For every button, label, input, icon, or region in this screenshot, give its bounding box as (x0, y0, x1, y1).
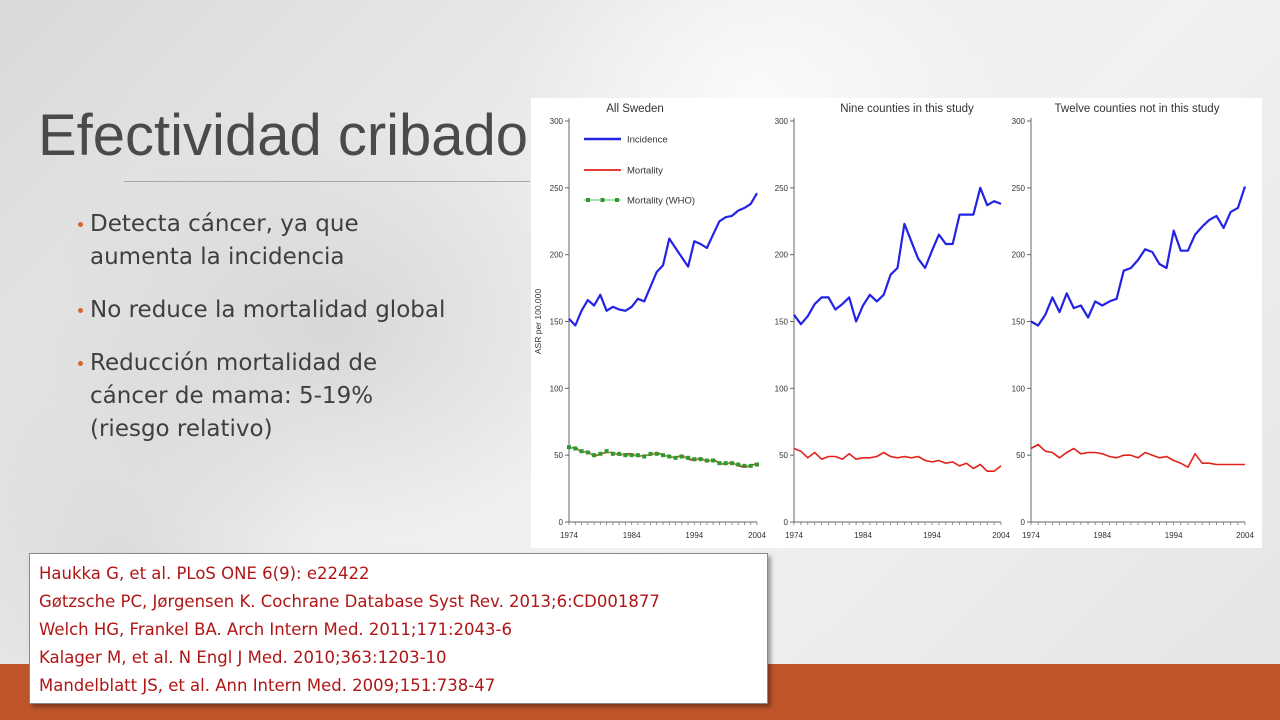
data-point-mortality-who (604, 449, 609, 454)
data-point-mortality-who (592, 453, 597, 458)
chart-title: Nine counties in this study (840, 103, 974, 115)
slide-title: Efectividad cribado (38, 103, 529, 168)
reference-item: Gøtzsche PC, Jørgensen K. Cochrane Datab… (39, 592, 660, 611)
series-line-incidence (793, 186, 1002, 326)
y-tick-label: 0 (1021, 518, 1026, 527)
x-tick-label: 1984 (1093, 531, 1111, 540)
y-tick-label: 300 (1012, 117, 1026, 126)
x-tick-label: 1984 (623, 531, 641, 540)
data-point-mortality-who (692, 457, 697, 462)
reference-item: Haukka G, et al. PLoS ONE 6(9): e22422 (39, 564, 370, 583)
title-divider (124, 181, 530, 182)
data-point-mortality-who (729, 461, 734, 466)
x-tick-label: 2004 (992, 531, 1010, 540)
data-point-mortality-who (736, 462, 741, 467)
y-tick-label: 50 (1016, 451, 1025, 460)
legend-marker-mortality-who (600, 198, 605, 202)
y-tick-label: 50 (779, 451, 788, 460)
chart-title: All Sweden (606, 103, 664, 115)
data-point-mortality-who (642, 454, 647, 459)
x-tick-label: 1974 (560, 531, 578, 540)
data-point-mortality-who (623, 453, 628, 458)
chart-panel: Nine counties in this study 0 50 100 150 200 2… (775, 103, 1011, 540)
data-point-mortality-who (717, 461, 722, 466)
bullet-item: No reduce la mortalidad global (78, 294, 448, 327)
chart-svg: All Sweden 0 50 100 150 200 250 300 1974 1984 1994… (533, 103, 1255, 540)
y-tick-label: 250 (775, 184, 789, 193)
y-tick-label: 250 (1012, 184, 1026, 193)
data-point-mortality-who (629, 453, 634, 458)
y-tick-label: 150 (1012, 318, 1026, 327)
legend-label: Incidence (627, 135, 668, 146)
data-point-mortality-who (673, 455, 678, 460)
y-tick-label: 200 (1012, 251, 1026, 260)
data-point-mortality-who (610, 451, 615, 456)
legend-entry: Incidence (584, 135, 668, 146)
legend-entry: Mortality (WHO) (584, 196, 695, 207)
y-tick-label: 100 (1012, 384, 1026, 393)
x-tick-label: 2004 (1236, 531, 1254, 540)
data-point-mortality-who (748, 463, 753, 468)
y-tick-label: 150 (775, 318, 789, 327)
data-point-mortality-who (686, 455, 691, 460)
legend-marker-mortality-who (586, 198, 590, 202)
data-point-mortality-who (667, 454, 672, 459)
reference-item: Mandelblatt JS, et al. Ann Intern Med. 2… (39, 676, 496, 695)
x-tick-label: 1994 (685, 531, 703, 540)
chart-panel: All Sweden 0 50 100 150 200 250 300 1974 1984 1994… (533, 103, 766, 540)
series-line-mortality (1030, 443, 1245, 469)
x-tick-label: 1984 (854, 531, 872, 540)
data-point-mortality-who (617, 451, 622, 456)
data-point-mortality-who (711, 458, 716, 463)
legend-marker-mortality-who (615, 198, 619, 202)
x-tick-label: 1994 (923, 531, 941, 540)
series-line-incidence (568, 192, 758, 327)
chart-figure: All Sweden 0 50 100 150 200 250 300 1974 1984 1994… (531, 98, 1262, 548)
series-line-mortality (793, 447, 1002, 473)
data-point-mortality-who (704, 458, 709, 463)
data-point-mortality-who (579, 449, 584, 454)
reference-item: Kalager M, et al. N Engl J Med. 2010;363… (39, 648, 447, 667)
bullet-list: Detecta cáncer, ya que aumenta la incide… (78, 208, 448, 466)
x-tick-label: 1974 (785, 531, 803, 540)
data-point-mortality-who (755, 462, 759, 467)
references-box: Haukka G, et al. PLoS ONE 6(9): e22422 G… (29, 553, 768, 704)
data-point-mortality-who (648, 451, 653, 456)
data-point-mortality-who (654, 451, 659, 456)
x-tick-label: 1974 (1022, 531, 1040, 540)
reference-item: Welch HG, Frankel BA. Arch Intern Med. 2… (39, 620, 512, 639)
bullet-item: Reducción mortalidad de cáncer de mama: … (78, 347, 448, 446)
series-line-incidence (1030, 186, 1247, 327)
x-tick-label: 1994 (1165, 531, 1183, 540)
chart-title: Twelve counties not in this study (1055, 103, 1220, 115)
data-point-mortality-who (573, 446, 578, 451)
y-tick-label: 150 (550, 318, 564, 327)
data-point-mortality-who (679, 454, 684, 459)
x-tick-label: 2004 (748, 531, 766, 540)
y-tick-label: 300 (550, 117, 564, 126)
y-tick-label: 100 (775, 384, 789, 393)
data-point-mortality-who (742, 463, 747, 468)
data-point-mortality-who (723, 461, 728, 466)
legend-label: Mortality (WHO) (627, 196, 695, 207)
y-tick-label: 100 (550, 384, 564, 393)
y-tick-label: 0 (784, 518, 789, 527)
chart-panel: Twelve counties not in this study 0 50 100 1… (1012, 103, 1255, 540)
y-axis-label: ASR per 100,000 (533, 289, 543, 354)
y-tick-label: 250 (550, 184, 564, 193)
data-point-mortality-who (598, 451, 603, 456)
y-tick-label: 200 (775, 251, 789, 260)
legend-entry: Mortality (584, 166, 663, 177)
bullet-item: Detecta cáncer, ya que aumenta la incide… (78, 208, 448, 274)
y-tick-label: 200 (550, 251, 564, 260)
data-point-mortality-who (585, 450, 590, 455)
data-point-mortality-who (567, 445, 571, 450)
y-tick-label: 300 (775, 117, 789, 126)
data-point-mortality-who (698, 457, 703, 462)
data-point-mortality-who (661, 453, 665, 458)
y-tick-label: 0 (559, 518, 564, 527)
data-point-mortality-who (635, 453, 640, 458)
legend-label: Mortality (627, 166, 663, 177)
y-tick-label: 50 (554, 451, 563, 460)
